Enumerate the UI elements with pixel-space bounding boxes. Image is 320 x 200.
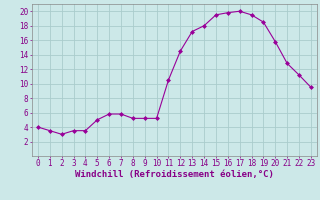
X-axis label: Windchill (Refroidissement éolien,°C): Windchill (Refroidissement éolien,°C) [75,170,274,179]
